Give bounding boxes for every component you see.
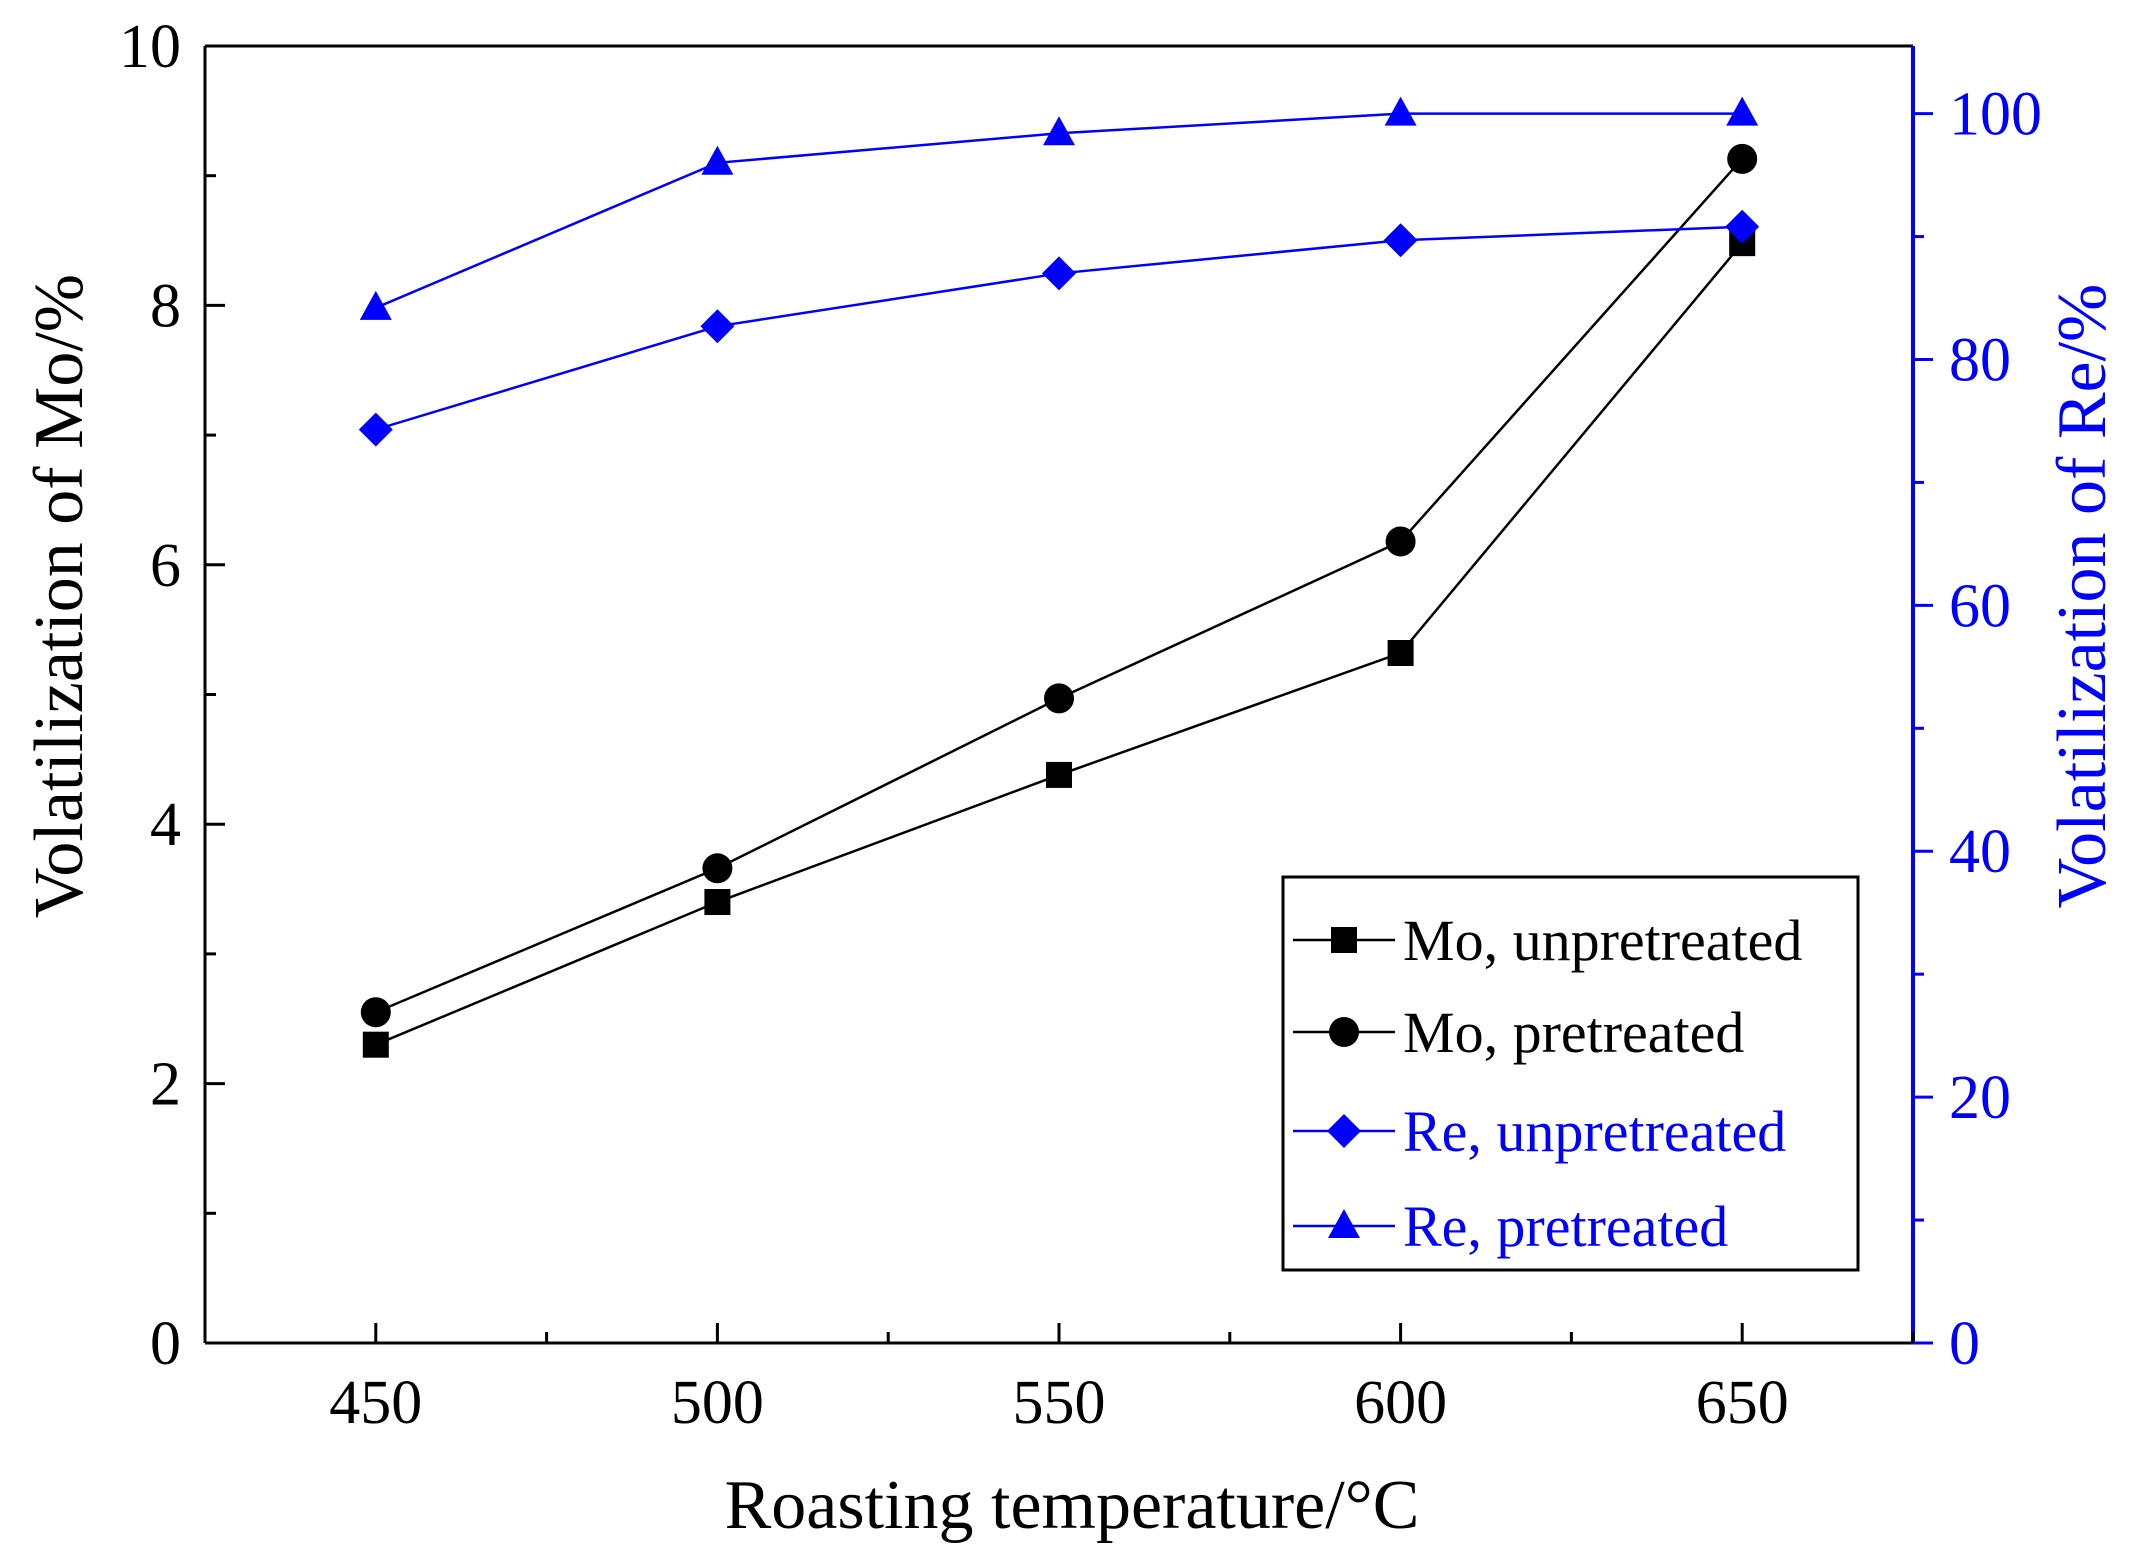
data-point: [1725, 209, 1760, 244]
y-axis-left-title: Volatilization of Mo/%: [21, 274, 98, 918]
legend-label: Mo, unpretreated: [1403, 908, 1802, 973]
data-point: [362, 1031, 389, 1058]
legend: Mo, unpretreated Mo, pretreated Re, unpret…: [1281, 875, 1860, 1272]
series-0: [362, 230, 1756, 1058]
legend-box: [1281, 875, 1860, 1272]
y-right-tick-label: 100: [1949, 81, 2042, 149]
y-left-tick-label: 4: [150, 791, 181, 859]
x-tick-label: 500: [671, 1369, 764, 1437]
x-tick-label: 450: [329, 1369, 422, 1437]
data-point: [1727, 143, 1758, 174]
series-layer: [358, 96, 1760, 1058]
x-axis-title: Roasting temperature/°C: [725, 1467, 1420, 1544]
data-point: [1385, 526, 1416, 557]
data-point: [1042, 256, 1076, 291]
y-left-tick-label: 10: [119, 13, 181, 81]
y-right-tick-label: 0: [1949, 1310, 1980, 1378]
data-point: [358, 412, 393, 447]
y-right-tick-label: 80: [1949, 326, 2011, 394]
x-tick-label: 650: [1696, 1369, 1789, 1437]
legend-marker: [1329, 1017, 1359, 1047]
series-3: [359, 96, 1759, 320]
y-left-tick-label: 8: [150, 272, 181, 340]
legend-label: Mo, pretreated: [1403, 1000, 1744, 1065]
legend-marker: [1331, 927, 1357, 953]
data-point: [701, 145, 734, 175]
data-point: [704, 889, 731, 916]
data-point: [1043, 116, 1075, 146]
data-point: [1383, 223, 1418, 258]
legend-marker: [1327, 1114, 1361, 1148]
legend-label: Re, pretreated: [1403, 1194, 1728, 1259]
data-point: [1044, 683, 1074, 714]
series-2: [358, 209, 1760, 447]
y-right-tick-label: 60: [1949, 572, 2011, 640]
data-point: [1046, 761, 1072, 788]
x-tick-label: 550: [1013, 1369, 1106, 1437]
y-axis-right-title: Volatilization of Re/%: [2044, 284, 2121, 909]
y-left-tick-label: 6: [150, 532, 181, 600]
series-1: [360, 143, 1758, 1028]
x-tick-label: 600: [1354, 1369, 1447, 1437]
data-point: [1726, 96, 1759, 126]
data-point: [360, 997, 391, 1028]
data-point: [702, 853, 733, 884]
legend-label: Re, unpretreated: [1403, 1099, 1786, 1164]
y-right-tick-label: 20: [1949, 1064, 2011, 1132]
y-right-tick-label: 40: [1949, 818, 2011, 886]
y-left-tick-label: 0: [150, 1310, 181, 1378]
data-point: [1384, 96, 1417, 126]
legend-marker: [1328, 1209, 1360, 1238]
data-point: [1387, 639, 1414, 666]
y-left-tick-label: 2: [150, 1051, 181, 1119]
data-point: [700, 309, 735, 344]
data-point: [359, 290, 392, 320]
